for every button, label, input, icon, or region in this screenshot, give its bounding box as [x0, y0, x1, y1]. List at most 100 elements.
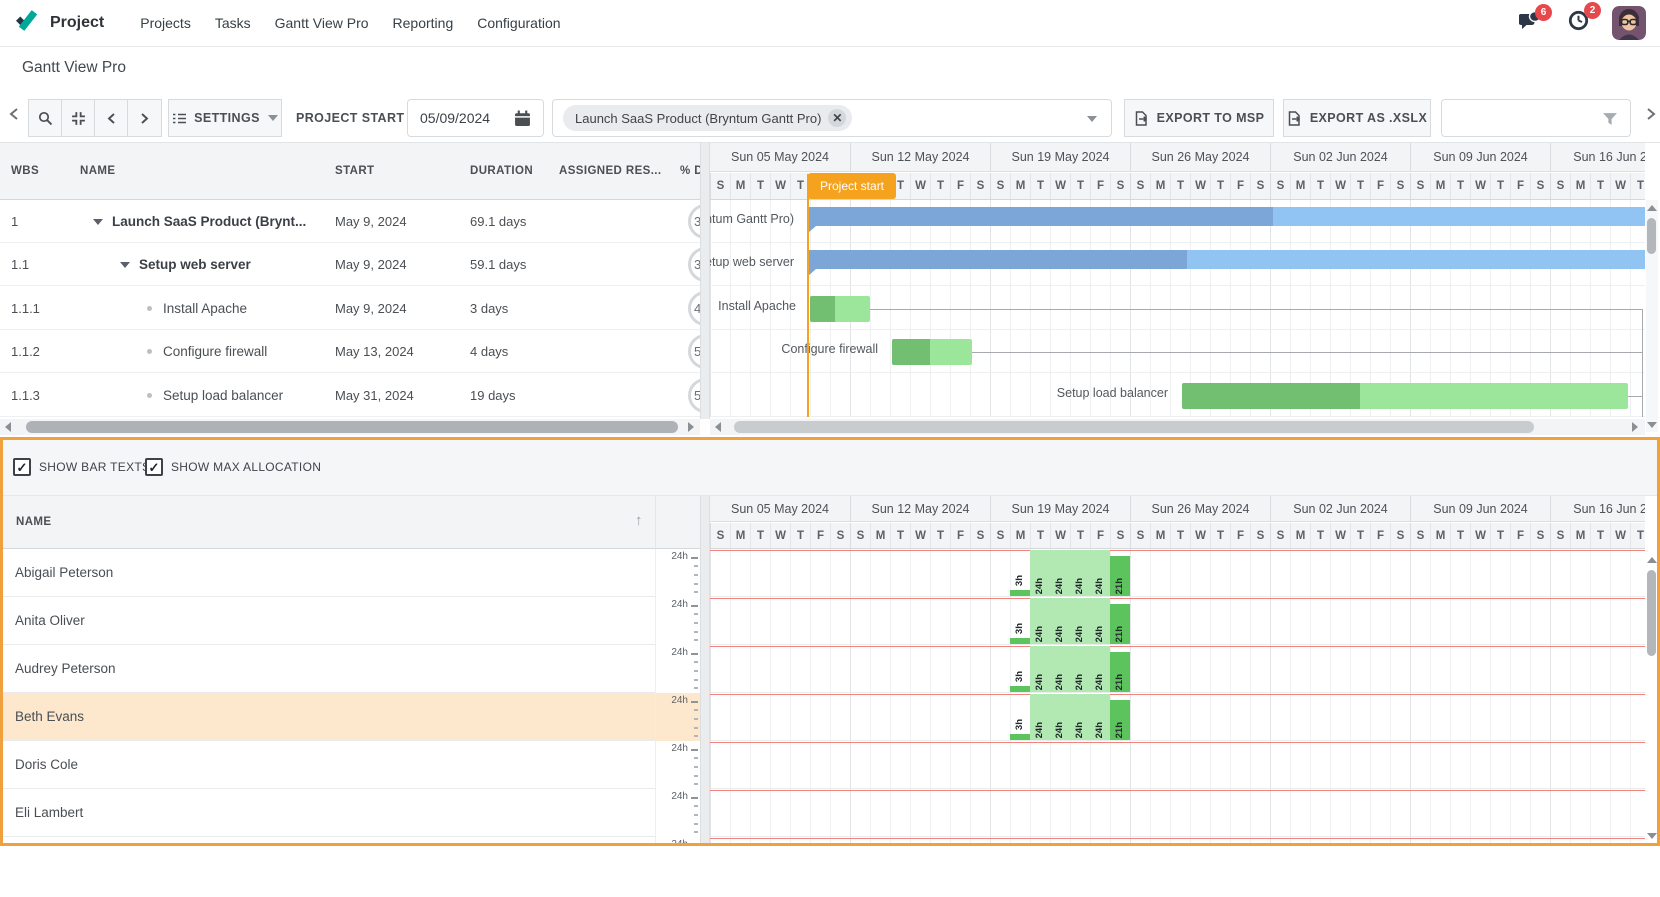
- gantt-grid-row[interactable]: 1.1.1 Install Apache May 9, 2024 3 days 4: [0, 287, 700, 330]
- gantt-timeline-row[interactable]: [710, 330, 1645, 373]
- parent-task-bar[interactable]: [808, 207, 1645, 233]
- column-header-wbs[interactable]: WBS: [11, 165, 40, 177]
- gantt-timeline-row[interactable]: [710, 243, 1645, 286]
- scroll-down-icon[interactable]: [1647, 422, 1657, 428]
- calendar-icon[interactable]: [514, 110, 531, 127]
- toolbar-scroll-left-icon[interactable]: [8, 107, 20, 126]
- task-bar[interactable]: [810, 296, 870, 322]
- allocation-bar[interactable]: [1050, 598, 1070, 644]
- project-app-logo-icon[interactable]: [15, 8, 40, 39]
- task-progress[interactable]: [1182, 383, 1360, 409]
- histogram-row[interactable]: [710, 741, 1645, 789]
- allocation-bar[interactable]: [1070, 694, 1090, 740]
- column-header-start[interactable]: START: [335, 165, 375, 177]
- gantt-grid-row[interactable]: 1.1.2 Configure firewall May 13, 2024 4 day…: [0, 330, 700, 373]
- sort-ascending-icon[interactable]: ↑: [635, 512, 643, 529]
- checkbox-checked-icon[interactable]: ✓: [13, 458, 31, 476]
- task-bar[interactable]: [1182, 383, 1628, 409]
- allocation-bar[interactable]: [1050, 646, 1070, 692]
- histogram-row[interactable]: 3h 24h 24h 24h 24h 21h: [710, 645, 1645, 693]
- allocation-bar[interactable]: [1010, 734, 1030, 740]
- menu-item-reporting[interactable]: Reporting: [392, 14, 454, 31]
- user-avatar[interactable]: [1612, 6, 1646, 40]
- zoom-to-fit-button[interactable]: [28, 99, 62, 137]
- gantt-grid-row[interactable]: 1.1 Setup web server May 9, 2024 59.1 days 3: [0, 243, 700, 286]
- resource-row[interactable]: Anita Oliver: [3, 597, 655, 645]
- menu-item-projects[interactable]: Projects: [140, 14, 191, 31]
- checkbox-checked-icon[interactable]: ✓: [145, 458, 163, 476]
- settings-button[interactable]: SETTINGS: [168, 99, 282, 137]
- filter-text-input[interactable]: [1452, 100, 1592, 136]
- menu-item-gantt-view-pro[interactable]: Gantt View Pro: [274, 14, 369, 31]
- allocation-bar[interactable]: [1090, 646, 1110, 692]
- task-name-cell[interactable]: Launch SaaS Product (Brynt...: [112, 214, 307, 229]
- previous-button[interactable]: [94, 99, 128, 137]
- resource-row[interactable]: Beth Evans: [3, 693, 655, 741]
- resource-row[interactable]: Abigail Peterson: [3, 549, 655, 597]
- scroll-down-icon[interactable]: [1647, 833, 1657, 839]
- menu-item-tasks[interactable]: Tasks: [214, 14, 251, 31]
- task-progress[interactable]: [810, 296, 835, 322]
- task-name-cell[interactable]: Setup load balancer: [163, 388, 284, 403]
- grid-hscrollbar[interactable]: [0, 419, 700, 435]
- gantt-vscrollbar-thumb[interactable]: [1647, 218, 1656, 254]
- task-name-cell[interactable]: Configure firewall: [163, 344, 268, 359]
- allocation-bar[interactable]: [1110, 604, 1130, 644]
- histogram-row[interactable]: 3h 24h 24h 24h 24h 21h: [710, 549, 1645, 597]
- menu-item-configuration[interactable]: Configuration: [477, 14, 561, 31]
- filter-field[interactable]: [1441, 99, 1631, 137]
- allocation-bar[interactable]: [1110, 652, 1130, 692]
- scroll-left-icon[interactable]: [715, 422, 721, 432]
- project-start-flag[interactable]: Project start: [808, 173, 897, 199]
- column-header-duration[interactable]: DURATION: [470, 165, 534, 177]
- name-column-header[interactable]: NAME: [16, 516, 52, 528]
- scroll-left-icon[interactable]: [5, 422, 11, 432]
- task-name-cell[interactable]: Install Apache: [163, 301, 248, 316]
- allocation-bar[interactable]: [1010, 686, 1030, 692]
- project-start-date-field[interactable]: [407, 99, 544, 137]
- grid-hscrollbar-thumb[interactable]: [26, 421, 678, 433]
- scroll-right-icon[interactable]: [688, 422, 694, 432]
- task-name-cell[interactable]: Setup web server: [139, 257, 251, 272]
- allocation-bar[interactable]: [1030, 598, 1050, 644]
- allocation-bar[interactable]: [1010, 638, 1030, 644]
- scroll-up-icon[interactable]: [1647, 205, 1657, 211]
- show-max-allocation-checkbox[interactable]: ✓ SHOW MAX ALLOCATION: [145, 458, 321, 476]
- histogram-vscrollbar[interactable]: [1646, 553, 1658, 843]
- allocation-bar[interactable]: [1110, 700, 1130, 740]
- resource-row[interactable]: Eli Lambert: [3, 789, 655, 837]
- timeline-hscrollbar[interactable]: [710, 419, 1645, 435]
- scroll-up-icon[interactable]: [1647, 557, 1657, 563]
- show-bar-texts-checkbox[interactable]: ✓ SHOW BAR TEXTS: [13, 458, 150, 476]
- parent-task-bar[interactable]: [808, 250, 1645, 276]
- scroll-right-icon[interactable]: [1632, 422, 1638, 432]
- activities-button[interactable]: 2: [1567, 2, 1601, 37]
- expand-chevron-icon[interactable]: [93, 219, 103, 225]
- column-header-%-d[interactable]: % D: [680, 165, 700, 177]
- allocation-bar[interactable]: [1030, 550, 1050, 596]
- histogram-row[interactable]: [710, 789, 1645, 837]
- allocation-bar[interactable]: [1030, 646, 1050, 692]
- resource-row[interactable]: Doris Cole: [3, 741, 655, 789]
- grid-splitter[interactable]: [700, 143, 710, 419]
- histogram-splitter[interactable]: [700, 496, 710, 843]
- histogram-vscrollbar-thumb[interactable]: [1647, 570, 1656, 656]
- gantt-grid-row[interactable]: 1.1.3 Setup load balancer May 31, 2024 19 d…: [0, 374, 700, 417]
- expand-chevron-icon[interactable]: [120, 262, 130, 268]
- histogram-row[interactable]: 3h 24h 24h 24h 24h 21h: [710, 693, 1645, 741]
- allocation-bar[interactable]: [1030, 694, 1050, 740]
- allocation-bar[interactable]: [1090, 694, 1110, 740]
- timeline-hscrollbar-thumb[interactable]: [734, 421, 1534, 433]
- gantt-vscrollbar[interactable]: [1646, 200, 1658, 432]
- column-header-name[interactable]: NAME: [80, 165, 116, 177]
- gantt-timeline-row[interactable]: [710, 200, 1645, 243]
- allocation-bar[interactable]: [1050, 694, 1070, 740]
- combobox-caret-icon[interactable]: [1087, 116, 1097, 122]
- task-bar[interactable]: [892, 339, 972, 365]
- toolbar-scroll-right-icon[interactable]: [1645, 107, 1657, 126]
- compress-button[interactable]: [61, 99, 95, 137]
- gantt-grid-row[interactable]: 1 Launch SaaS Product (Brynt... May 9, 202…: [0, 200, 700, 243]
- resource-row[interactable]: Audrey Peterson: [3, 645, 655, 693]
- allocation-bar[interactable]: [1070, 646, 1090, 692]
- messages-button[interactable]: 6: [1518, 4, 1552, 35]
